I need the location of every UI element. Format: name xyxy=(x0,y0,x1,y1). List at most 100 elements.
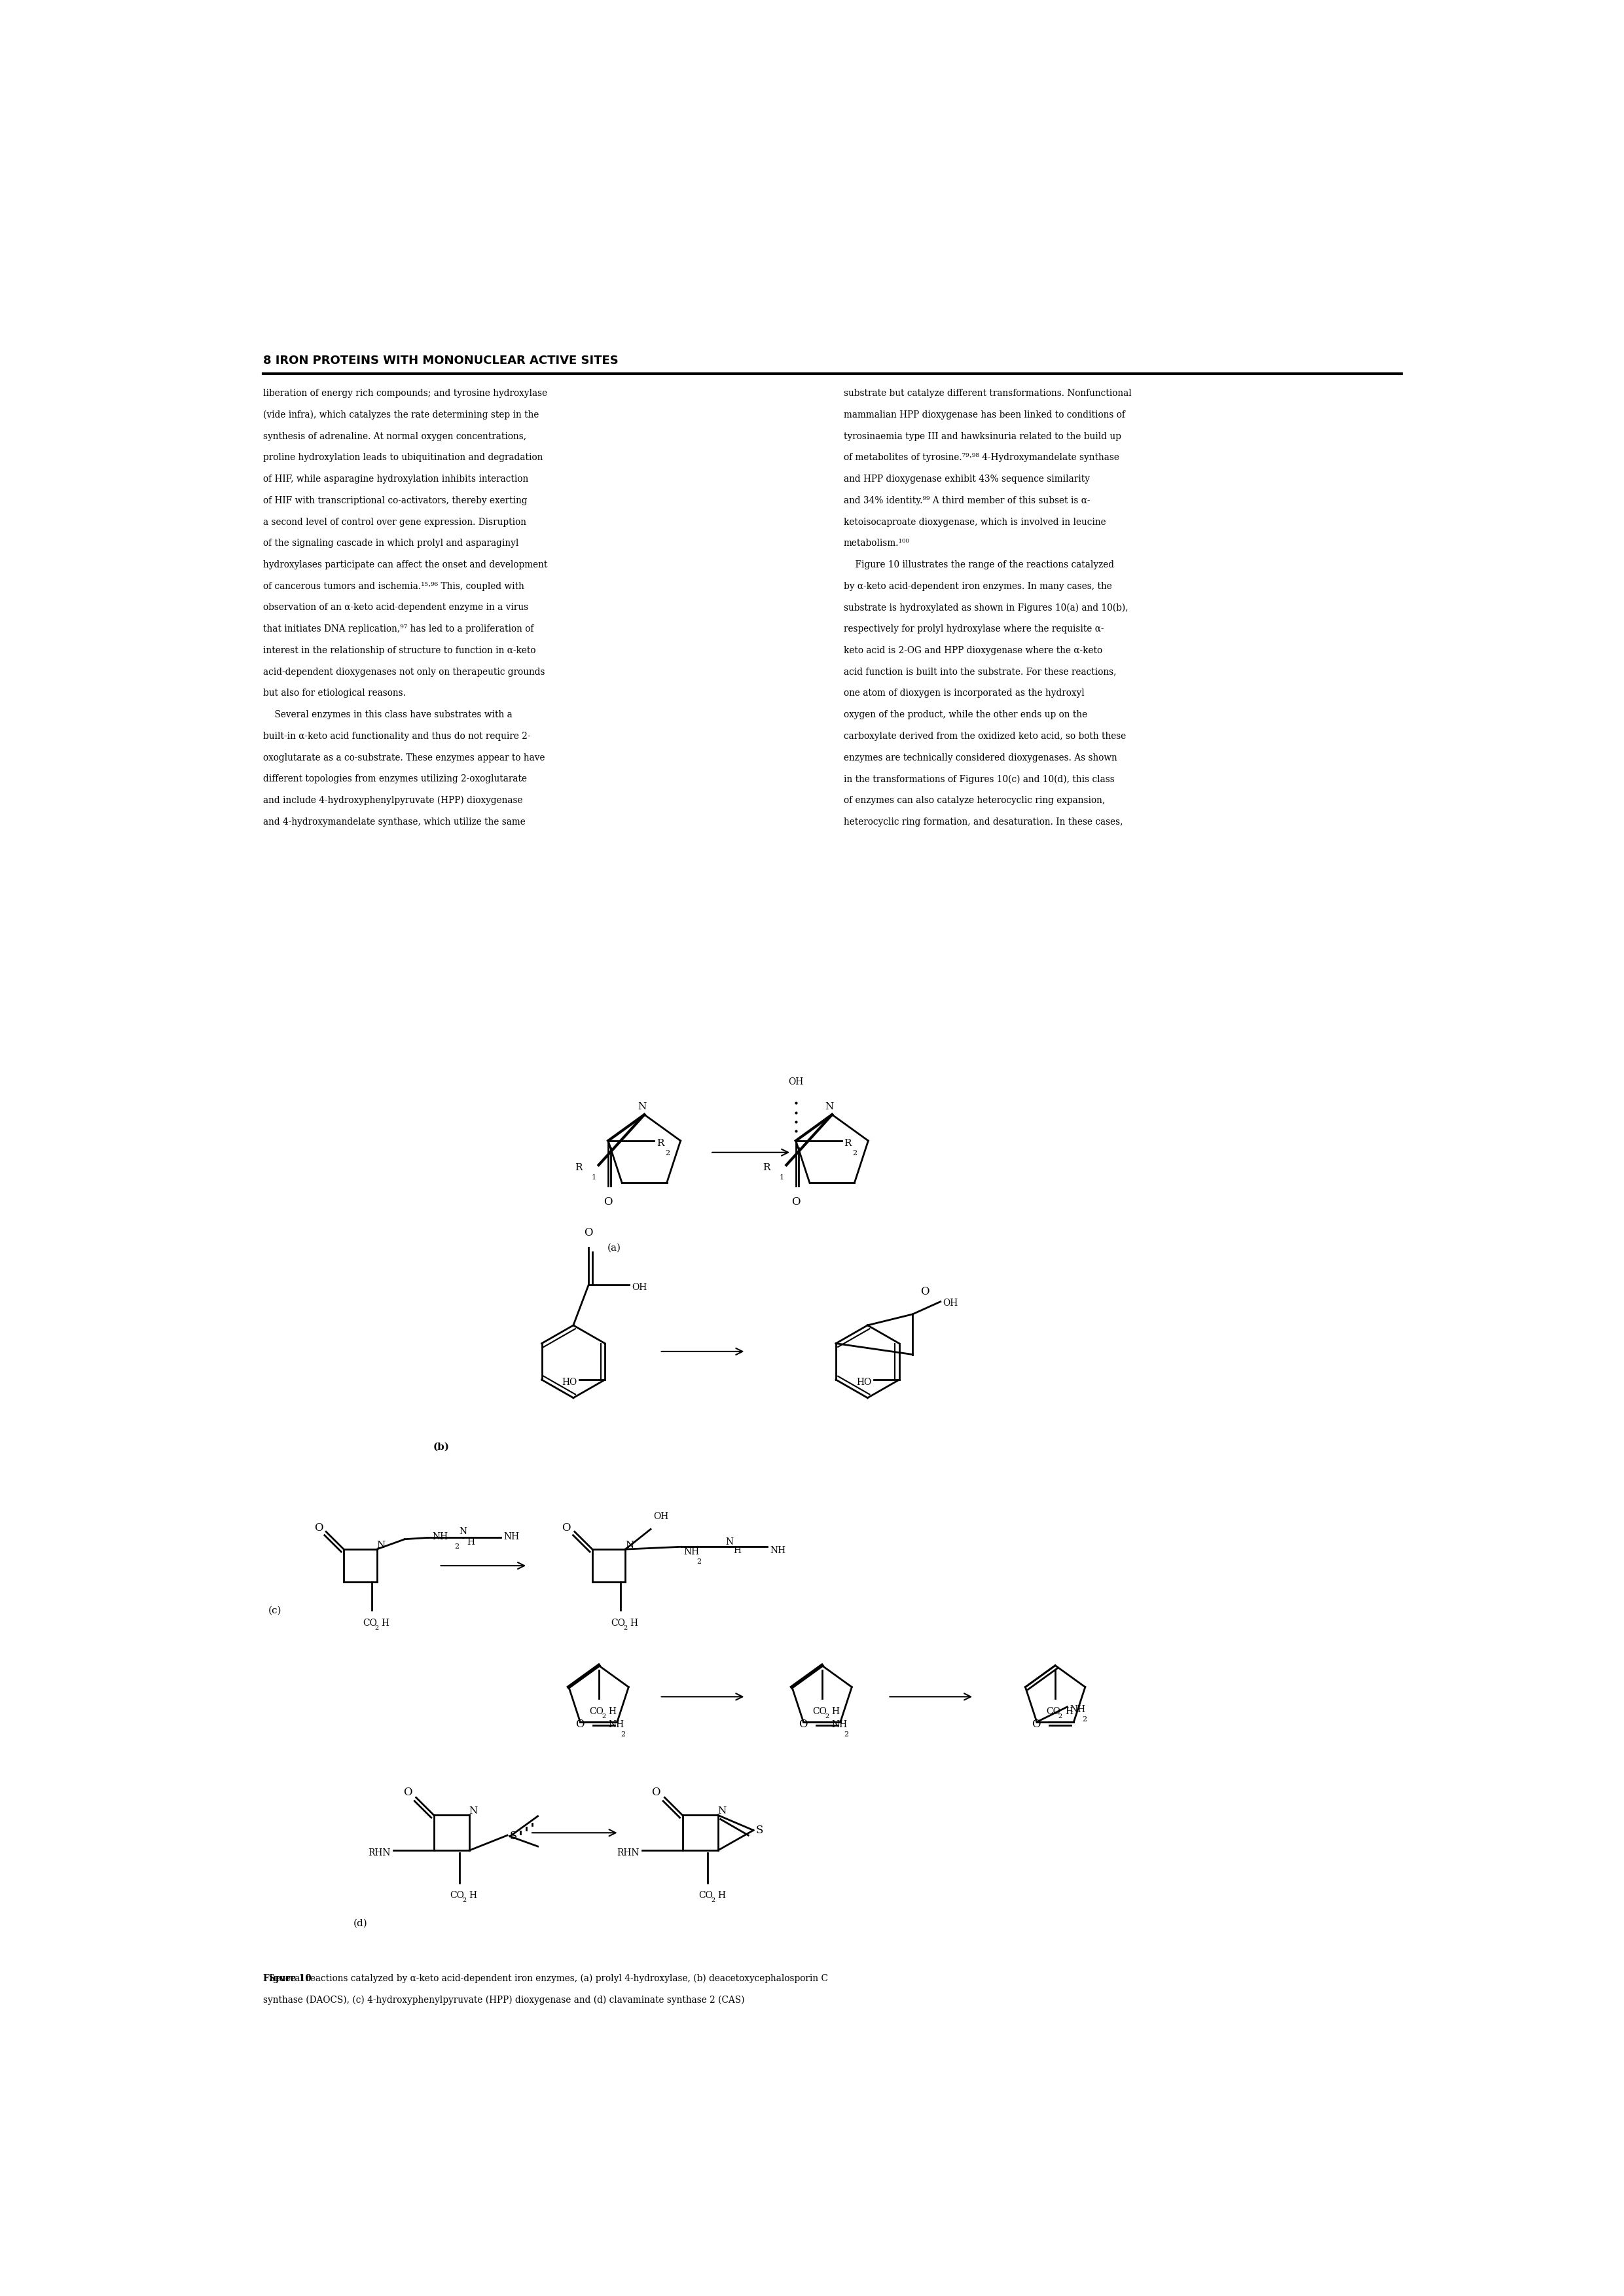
Text: (a): (a) xyxy=(607,1242,620,1251)
Text: (b): (b) xyxy=(434,1442,450,1451)
Text: S: S xyxy=(510,1830,518,1841)
Text: RHN: RHN xyxy=(369,1848,391,1857)
Text: O: O xyxy=(562,1522,570,1534)
Text: enzymes are technically considered dioxygenases. As shown: enzymes are technically considered dioxy… xyxy=(844,753,1117,762)
Text: N: N xyxy=(469,1807,477,1816)
Text: 2: 2 xyxy=(620,1731,625,1738)
Text: hydroxylases participate can affect the onset and development: hydroxylases participate can affect the … xyxy=(263,560,547,569)
Text: and 34% identity.⁹⁹ A third member of this subset is α-: and 34% identity.⁹⁹ A third member of th… xyxy=(844,496,1090,505)
Text: of HIF, while asparagine hydroxylation inhibits interaction: of HIF, while asparagine hydroxylation i… xyxy=(263,475,528,484)
Text: 2: 2 xyxy=(697,1559,702,1566)
Text: S: S xyxy=(755,1825,763,1837)
Text: N: N xyxy=(638,1102,646,1111)
Text: substrate is hydroxylated as shown in Figures 10(a) and 10(b),: substrate is hydroxylated as shown in Fi… xyxy=(844,604,1129,613)
Text: observation of an α-keto acid-dependent enzyme in a virus: observation of an α-keto acid-dependent … xyxy=(263,604,528,613)
Text: O: O xyxy=(403,1786,412,1798)
Text: acid-dependent dioxygenases not only on therapeutic grounds: acid-dependent dioxygenases not only on … xyxy=(263,668,544,677)
Text: carboxylate derived from the oxidized keto acid, so both these: carboxylate derived from the oxidized ke… xyxy=(844,732,1125,742)
Text: CO: CO xyxy=(1046,1706,1060,1715)
Text: of enzymes can also catalyze heterocyclic ring expansion,: of enzymes can also catalyze heterocycli… xyxy=(844,797,1104,806)
Text: CO: CO xyxy=(362,1619,377,1628)
Text: NH: NH xyxy=(432,1531,448,1541)
Text: HO: HO xyxy=(562,1378,577,1387)
Text: 2: 2 xyxy=(844,1731,849,1738)
Text: of the signaling cascade in which prolyl and asparaginyl: of the signaling cascade in which prolyl… xyxy=(263,540,518,549)
Text: (vide infra), which catalyzes the rate determining step in the: (vide infra), which catalyzes the rate d… xyxy=(263,411,539,420)
Text: N: N xyxy=(718,1807,726,1816)
Text: R: R xyxy=(763,1164,770,1173)
Text: O: O xyxy=(313,1522,323,1534)
Text: (c): (c) xyxy=(268,1605,281,1614)
Text: 2: 2 xyxy=(375,1626,378,1630)
Text: that initiates DNA replication,⁹⁷ has led to a proliferation of: that initiates DNA replication,⁹⁷ has le… xyxy=(263,625,533,634)
Text: HO: HO xyxy=(856,1378,872,1387)
Text: tyrosinaemia type III and hawksinuria related to the build up: tyrosinaemia type III and hawksinuria re… xyxy=(844,432,1121,441)
Text: NH: NH xyxy=(503,1531,520,1541)
Text: different topologies from enzymes utilizing 2-oxoglutarate: different topologies from enzymes utiliz… xyxy=(263,774,526,783)
Text: by α-keto acid-dependent iron enzymes. In many cases, the: by α-keto acid-dependent iron enzymes. I… xyxy=(844,581,1112,590)
Text: O: O xyxy=(575,1720,585,1731)
Text: 2: 2 xyxy=(1083,1715,1086,1722)
Text: oxoglutarate as a co-substrate. These enzymes appear to have: oxoglutarate as a co-substrate. These en… xyxy=(263,753,544,762)
Text: N: N xyxy=(625,1541,633,1550)
Text: CO: CO xyxy=(611,1619,625,1628)
Text: synthase (DAOCS), (c) 4-hydroxyphenylpyruvate (HPP) dioxygenase and (d) clavamin: synthase (DAOCS), (c) 4-hydroxyphenylpyr… xyxy=(263,1995,744,2004)
Text: O: O xyxy=(799,1720,807,1731)
Text: 2: 2 xyxy=(853,1150,857,1157)
Text: RHN: RHN xyxy=(617,1848,640,1857)
Text: respectively for prolyl hydroxylase where the requisite α-: respectively for prolyl hydroxylase wher… xyxy=(844,625,1104,634)
Text: NH: NH xyxy=(831,1720,848,1729)
Text: but also for etiological reasons.: but also for etiological reasons. xyxy=(263,689,406,698)
Text: OH: OH xyxy=(944,1300,958,1309)
Text: 2: 2 xyxy=(463,1896,466,1903)
Text: of cancerous tumors and ischemia.¹⁵·⁹⁶ This, coupled with: of cancerous tumors and ischemia.¹⁵·⁹⁶ T… xyxy=(263,581,525,590)
Text: 8: 8 xyxy=(263,354,271,367)
Text: interest in the relationship of structure to function in α-keto: interest in the relationship of structur… xyxy=(263,645,536,654)
Text: one atom of dioxygen is incorporated as the hydroxyl: one atom of dioxygen is incorporated as … xyxy=(844,689,1085,698)
Text: 2: 2 xyxy=(624,1626,627,1630)
Text: and 4-hydroxymandelate synthase, which utilize the same: and 4-hydroxymandelate synthase, which u… xyxy=(263,817,525,827)
Text: N: N xyxy=(460,1527,468,1536)
Text: Several reactions catalyzed by α-keto acid-dependent iron enzymes, (a) prolyl 4-: Several reactions catalyzed by α-keto ac… xyxy=(263,1975,828,1984)
Text: NH: NH xyxy=(607,1720,624,1729)
Text: Figure 10: Figure 10 xyxy=(263,1975,312,1984)
Text: metabolism.¹⁰⁰: metabolism.¹⁰⁰ xyxy=(844,540,909,549)
Text: H: H xyxy=(734,1545,741,1554)
Text: OH: OH xyxy=(632,1283,646,1293)
Text: mammalian HPP dioxygenase has been linked to conditions of: mammalian HPP dioxygenase has been linke… xyxy=(844,411,1125,420)
Text: CO: CO xyxy=(590,1706,604,1715)
Text: NH: NH xyxy=(684,1548,700,1557)
Text: 1: 1 xyxy=(591,1173,596,1180)
Text: N: N xyxy=(726,1536,734,1545)
Text: O: O xyxy=(604,1196,612,1208)
Text: H: H xyxy=(718,1890,726,1899)
Text: H: H xyxy=(382,1619,390,1628)
Text: synthesis of adrenaline. At normal oxygen concentrations,: synthesis of adrenaline. At normal oxyge… xyxy=(263,432,526,441)
Text: CO: CO xyxy=(812,1706,827,1715)
Text: NH: NH xyxy=(770,1545,786,1554)
Text: keto acid is 2-OG and HPP dioxygenase where the α-keto: keto acid is 2-OG and HPP dioxygenase wh… xyxy=(844,645,1103,654)
Text: built-in α-keto acid functionality and thus do not require 2-: built-in α-keto acid functionality and t… xyxy=(263,732,531,742)
Text: 2: 2 xyxy=(825,1713,828,1720)
Text: and HPP dioxygenase exhibit 43% sequence similarity: and HPP dioxygenase exhibit 43% sequence… xyxy=(844,475,1090,484)
Text: H: H xyxy=(469,1890,477,1899)
Text: O: O xyxy=(651,1786,661,1798)
Text: CO: CO xyxy=(450,1890,464,1899)
Text: of HIF with transcriptional co-activators, thereby exerting: of HIF with transcriptional co-activator… xyxy=(263,496,528,505)
Text: and include 4-hydroxyphenylpyruvate (HPP) dioxygenase: and include 4-hydroxyphenylpyruvate (HPP… xyxy=(263,797,523,806)
Text: a second level of control over gene expression. Disruption: a second level of control over gene expr… xyxy=(263,517,526,526)
Text: H: H xyxy=(468,1536,474,1545)
Text: O: O xyxy=(921,1286,929,1297)
Text: 2: 2 xyxy=(603,1713,606,1720)
Text: oxygen of the product, while the other ends up on the: oxygen of the product, while the other e… xyxy=(844,709,1088,719)
Text: 1: 1 xyxy=(780,1173,784,1180)
Text: H: H xyxy=(1065,1706,1073,1715)
Text: N: N xyxy=(377,1541,385,1550)
Text: 2: 2 xyxy=(1059,1713,1062,1720)
Text: O: O xyxy=(1031,1720,1041,1731)
Text: ketoisocaproate dioxygenase, which is involved in leucine: ketoisocaproate dioxygenase, which is in… xyxy=(844,517,1106,526)
Text: H: H xyxy=(831,1706,840,1715)
Text: CO: CO xyxy=(698,1890,713,1899)
Text: OH: OH xyxy=(653,1513,669,1522)
Text: 2: 2 xyxy=(711,1896,715,1903)
